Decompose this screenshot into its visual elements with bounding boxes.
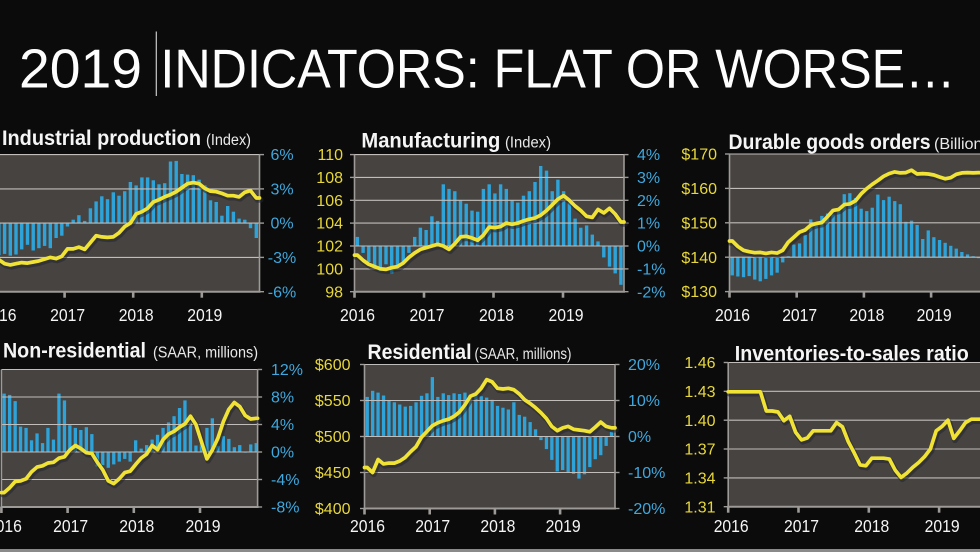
svg-text:2016: 2016	[340, 305, 375, 325]
svg-text:110: 110	[317, 147, 343, 164]
svg-text:0%: 0%	[270, 216, 293, 233]
svg-text:1.34: 1.34	[684, 471, 715, 488]
svg-text:4%: 4%	[637, 147, 660, 164]
svg-text:-2%: -2%	[637, 284, 665, 301]
svg-text:1.37: 1.37	[684, 442, 715, 459]
svg-text:2%: 2%	[637, 193, 660, 210]
svg-text:2017: 2017	[784, 516, 819, 536]
svg-text:$500: $500	[315, 429, 351, 446]
svg-text:-8%: -8%	[271, 500, 299, 517]
svg-text:2018: 2018	[479, 305, 514, 325]
svg-text:Industrial production: Industrial production	[2, 127, 201, 150]
svg-text:106: 106	[316, 193, 343, 210]
svg-text:-10%: -10%	[628, 465, 665, 482]
svg-text:3%: 3%	[637, 170, 660, 187]
svg-text:100: 100	[316, 262, 343, 279]
svg-text:2017: 2017	[410, 305, 445, 325]
svg-text:2019: 2019	[549, 305, 584, 325]
svg-text:2017: 2017	[782, 305, 817, 325]
svg-text:2019: 2019	[186, 516, 221, 536]
svg-text:2019: 2019	[917, 305, 952, 325]
svg-text:(Index): (Index)	[505, 135, 551, 152]
svg-text:-20%: -20%	[628, 501, 665, 518]
svg-text:12%: 12%	[271, 362, 303, 379]
svg-text:Manufacturing: Manufacturing	[361, 130, 500, 153]
svg-text:2016: 2016	[0, 516, 22, 536]
svg-text:2016: 2016	[715, 305, 750, 325]
svg-text:$140: $140	[681, 250, 717, 267]
svg-text:2019: 2019	[925, 516, 960, 536]
svg-text:0%: 0%	[637, 239, 660, 256]
svg-text:0%: 0%	[628, 429, 651, 446]
svg-text:1.31: 1.31	[684, 499, 715, 516]
svg-text:$160: $160	[681, 181, 717, 198]
svg-text:Residential: Residential	[368, 341, 472, 364]
svg-text:$170: $170	[681, 147, 717, 164]
svg-text:2016: 2016	[0, 305, 17, 325]
svg-text:2016: 2016	[350, 516, 385, 536]
svg-text:2018: 2018	[849, 305, 884, 325]
svg-text:Inventories-to-sales ratio: Inventories-to-sales ratio	[735, 343, 969, 366]
svg-text:0%: 0%	[271, 445, 294, 462]
svg-text:2017: 2017	[415, 516, 450, 536]
svg-text:(SAAR, millions): (SAAR, millions)	[153, 344, 258, 361]
svg-text:102: 102	[316, 239, 343, 256]
svg-text:20%: 20%	[628, 357, 660, 374]
svg-text:98: 98	[325, 284, 343, 301]
svg-text:-1%: -1%	[637, 262, 665, 279]
svg-text:10%: 10%	[628, 393, 660, 410]
svg-text:2018: 2018	[480, 516, 515, 536]
svg-text:Non-residential: Non-residential	[3, 339, 146, 362]
svg-text:108: 108	[316, 170, 343, 187]
svg-text:(SAAR, millions): (SAAR, millions)	[475, 346, 572, 363]
svg-text:Durable goods orders: Durable goods orders	[729, 131, 931, 154]
svg-text:(Billions): (Billions)	[934, 136, 980, 153]
svg-text:2017: 2017	[53, 516, 88, 536]
svg-text:2019: 2019	[187, 305, 222, 325]
svg-text:(Index): (Index)	[206, 132, 251, 149]
svg-text:$600: $600	[315, 357, 351, 374]
svg-text:$130: $130	[681, 284, 717, 301]
svg-text:2016: 2016	[714, 516, 749, 536]
svg-text:$550: $550	[315, 393, 351, 410]
svg-text:104: 104	[316, 216, 343, 233]
svg-text:1.46: 1.46	[684, 355, 715, 372]
svg-text:2019: 2019	[19, 39, 142, 100]
svg-text:2017: 2017	[50, 305, 85, 325]
svg-text:-6%: -6%	[268, 284, 296, 301]
svg-text:8%: 8%	[271, 390, 294, 407]
svg-text:-3%: -3%	[268, 250, 296, 267]
svg-text:3%: 3%	[270, 182, 293, 199]
svg-text:4%: 4%	[271, 417, 294, 434]
svg-text:$400: $400	[315, 501, 351, 518]
svg-text:1%: 1%	[637, 216, 660, 233]
svg-text:1.40: 1.40	[684, 413, 715, 430]
svg-text:$150: $150	[681, 215, 717, 232]
svg-text:$450: $450	[315, 465, 351, 482]
svg-text:6%: 6%	[270, 147, 293, 164]
svg-text:2018: 2018	[854, 516, 889, 536]
svg-text:2019: 2019	[546, 516, 581, 536]
svg-text:INDICATORS: FLAT OR WORSE…: INDICATORS: FLAT OR WORSE…	[160, 39, 955, 100]
svg-text:2018: 2018	[119, 516, 154, 536]
svg-text:-4%: -4%	[271, 472, 299, 489]
svg-text:1.43: 1.43	[684, 384, 715, 401]
svg-text:2018: 2018	[119, 305, 154, 325]
